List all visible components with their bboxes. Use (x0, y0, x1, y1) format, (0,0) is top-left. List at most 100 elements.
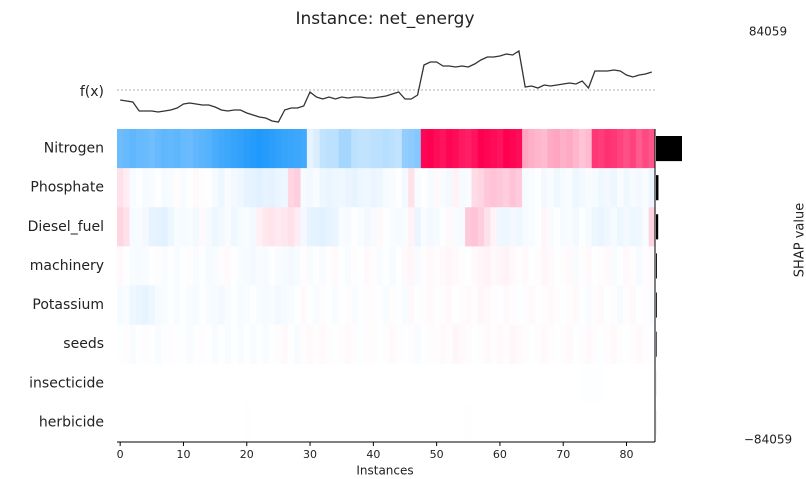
heatmap-cell (579, 363, 586, 404)
heatmap-cell (503, 168, 510, 208)
heatmap-cell (598, 285, 605, 326)
heatmap-cell (496, 285, 504, 326)
heatmap-cell (281, 363, 289, 404)
heatmap-cell (534, 363, 542, 404)
heatmap-cell (230, 207, 238, 247)
heatmap-cell (452, 168, 460, 208)
heatmap-cell (642, 402, 650, 443)
heatmap-cell (572, 207, 580, 247)
heatmap-cell (427, 285, 434, 326)
heatmap-cell (490, 324, 498, 365)
heatmap-cell (636, 246, 643, 286)
heatmap-cell (408, 129, 415, 169)
heatmap-cell (237, 207, 244, 247)
heatmap-cell (427, 402, 434, 443)
heatmap-cell (458, 168, 466, 208)
heatmap-cell (528, 207, 536, 247)
heatmap-cell (585, 402, 593, 443)
heatmap-cell (604, 168, 612, 208)
heatmap-cell (230, 246, 238, 286)
heatmap-cell (553, 285, 561, 326)
heatmap-cell (218, 402, 225, 443)
heatmap-cell (186, 168, 194, 208)
heatmap-cell (357, 168, 365, 208)
heatmap-cell (268, 246, 276, 286)
heatmap-cell (610, 402, 618, 443)
heatmap-cell (376, 285, 384, 326)
heatmap-cell (319, 402, 327, 443)
heatmap-cell (420, 246, 428, 286)
heatmap-cell (224, 363, 232, 404)
heatmap-cell (218, 168, 225, 208)
heatmap-cell (471, 246, 479, 286)
heatmap-cell (636, 168, 643, 208)
heatmap-cell (376, 129, 384, 169)
heatmap-cell (389, 168, 396, 208)
heatmap-cell (490, 363, 498, 404)
heatmap-cell (218, 246, 225, 286)
heatmap-cell (484, 324, 491, 365)
heatmap-cell (629, 246, 637, 286)
heatmap-cell (604, 246, 612, 286)
heatmap-cell (268, 402, 276, 443)
heatmap-cell (401, 129, 409, 169)
heatmap-cell (648, 324, 656, 365)
heatmap-cell (370, 324, 377, 365)
heatmap-cell (477, 246, 485, 286)
heatmap-cell (192, 285, 200, 326)
heatmap-cell (477, 324, 485, 365)
heatmap-cell (218, 207, 225, 247)
heatmap-cell (515, 363, 523, 404)
heatmap-cell (167, 246, 175, 286)
heatmap-cell (446, 168, 453, 208)
heatmap-cell (338, 168, 346, 208)
heatmap-cell (629, 402, 637, 443)
x-tick-label: 20 (240, 448, 254, 461)
heatmap-cell (382, 168, 390, 208)
heatmap-cell (585, 129, 593, 169)
heatmap-cell (256, 285, 263, 326)
heatmap-cell (642, 207, 650, 247)
heatmap-cell (224, 246, 232, 286)
heatmap-cell (382, 363, 390, 404)
heatmap-cell (471, 363, 479, 404)
heatmap-cell (332, 285, 339, 326)
heatmap-cell (458, 363, 466, 404)
heatmap-cell (249, 246, 257, 286)
heatmap-cell (275, 363, 282, 404)
heatmap-cell (287, 168, 295, 208)
heatmap-cell (237, 129, 244, 169)
heatmap-cell (572, 246, 580, 286)
heatmap-cell (560, 168, 567, 208)
heatmap-cell (325, 285, 333, 326)
heatmap-cell (148, 168, 156, 208)
heatmap-cell (180, 246, 188, 286)
heatmap-cell (541, 324, 548, 365)
heatmap-cell (287, 246, 295, 286)
heatmap-cell (427, 129, 434, 169)
heatmap-cell (154, 324, 162, 365)
heatmap-cell (617, 129, 624, 169)
heatmap-cell (591, 246, 599, 286)
heatmap-cell (553, 168, 561, 208)
heatmap-cell (300, 324, 308, 365)
heatmap-cell (509, 168, 517, 208)
heatmap-cell (642, 324, 650, 365)
heatmap-cell (161, 363, 169, 404)
heatmap-cell (598, 324, 605, 365)
heatmap-cell (382, 129, 390, 169)
heatmap-cell (161, 246, 169, 286)
heatmap-cell (218, 363, 225, 404)
x-tick-label: 10 (176, 448, 190, 461)
heatmap-cell (553, 129, 561, 169)
heatmap-cell (395, 129, 403, 169)
heatmap-cell (370, 168, 377, 208)
heatmap-cell (256, 129, 263, 169)
heatmap-cell (262, 324, 270, 365)
heatmap-cell (541, 207, 548, 247)
heatmap-cell (161, 168, 169, 208)
heatmap-cell (319, 324, 327, 365)
heatmap-cell (300, 207, 308, 247)
heatmap-cell (313, 168, 320, 208)
heatmap-cell (560, 363, 567, 404)
